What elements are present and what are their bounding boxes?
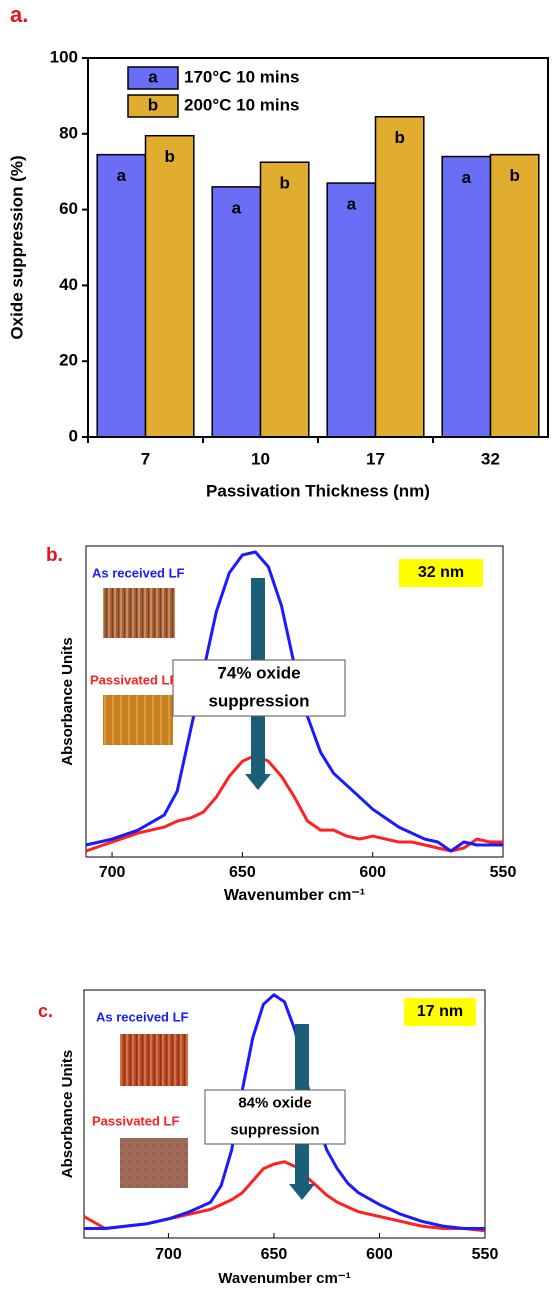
sample-label: Passivated LF: [92, 1113, 179, 1128]
x-tick-label: 650: [229, 864, 256, 881]
bar: [374, 115, 425, 438]
thickness-box: [399, 559, 483, 587]
sample-label: As received LF: [96, 1009, 189, 1024]
axes-frame: [83, 989, 486, 1239]
annotation-text: 74% oxide: [217, 663, 300, 682]
bar: [96, 153, 147, 438]
x-tick-label: 600: [366, 1246, 393, 1263]
sample-label: Passivated LF: [90, 672, 177, 687]
sample-photo: [120, 1034, 188, 1086]
line-series: [85, 753, 503, 853]
legend-symbol: b: [148, 95, 158, 114]
sample-label: As received LF: [92, 565, 185, 580]
axes-frame: [85, 545, 504, 858]
legend-swatch: [127, 66, 179, 90]
y-axis-label: Absorbance Units: [59, 637, 76, 765]
bar-symbol: a: [117, 166, 127, 185]
y-tick-label: 20: [59, 351, 78, 370]
bar: [144, 134, 195, 438]
panel-label: a.: [10, 2, 28, 27]
arrow-head: [245, 774, 271, 790]
y-tick-label: 100: [50, 47, 78, 66]
x-tick-label: 550: [490, 864, 517, 881]
annotation-text: suppression: [230, 1121, 319, 1138]
bar-symbol: a: [347, 195, 357, 214]
x-tick-label: 700: [155, 1246, 182, 1263]
x-tick-label: 600: [359, 864, 386, 881]
x-axis-label: Passivation Thickness (nm): [206, 481, 430, 500]
x-tick-label: 7: [141, 449, 150, 468]
bar: [211, 186, 262, 438]
thickness-box: [404, 998, 476, 1026]
y-axis-label: Oxide suppression (%): [7, 155, 26, 339]
y-tick-label: 40: [59, 275, 78, 294]
x-axis-label: Wavenumber cm⁻¹: [224, 887, 365, 904]
x-tick-label: 700: [99, 864, 126, 881]
bar: [259, 161, 310, 438]
x-tick-label: 32: [481, 449, 500, 468]
panel-label: c.: [38, 1001, 53, 1021]
sample-photo: [103, 588, 175, 638]
annotation-box: [204, 1089, 346, 1145]
y-tick-label: 80: [59, 123, 78, 142]
bar-symbol: b: [509, 166, 519, 185]
legend-swatch: [127, 94, 179, 118]
sample-photo: [120, 1138, 188, 1188]
x-tick-label: 550: [472, 1246, 499, 1263]
x-tick-label: 650: [261, 1246, 288, 1263]
sample-photo: [103, 695, 173, 745]
legend-symbol: a: [148, 67, 158, 86]
bar-symbol: a: [232, 198, 242, 217]
arrow-head: [289, 1184, 315, 1200]
x-tick-label: 17: [366, 449, 385, 468]
bar-symbol: b: [279, 174, 289, 193]
bar-symbol: a: [462, 168, 472, 187]
y-axis-label: Absorbance Units: [59, 1050, 76, 1178]
annotation-text: 84% oxide: [238, 1094, 311, 1111]
annotation-box: [172, 659, 346, 717]
bar: [489, 153, 540, 438]
x-tick-label: 10: [251, 449, 270, 468]
x-axis-label: Wavenumber cm⁻¹: [218, 1270, 350, 1287]
bar-symbol: b: [164, 147, 174, 166]
thickness-label: 32 nm: [418, 564, 464, 581]
axes-frame: [87, 57, 549, 438]
y-tick-label: 0: [69, 426, 78, 445]
legend-label: 170°C 10 mins: [184, 67, 299, 86]
line-series: [85, 550, 503, 853]
annotation-text: suppression: [208, 691, 309, 710]
bar: [326, 182, 377, 438]
thickness-label: 17 nm: [417, 1003, 463, 1020]
y-tick-label: 60: [59, 199, 78, 218]
bar-symbol: b: [394, 128, 404, 147]
legend-label: 200°C 10 mins: [184, 95, 299, 114]
bar: [441, 155, 492, 438]
line-series: [84, 993, 485, 1230]
panel-label: b.: [46, 545, 63, 566]
